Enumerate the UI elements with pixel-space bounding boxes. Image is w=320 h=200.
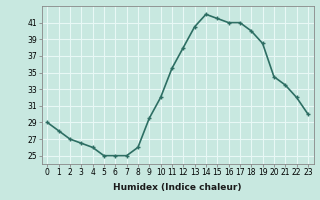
X-axis label: Humidex (Indice chaleur): Humidex (Indice chaleur) [113,183,242,192]
